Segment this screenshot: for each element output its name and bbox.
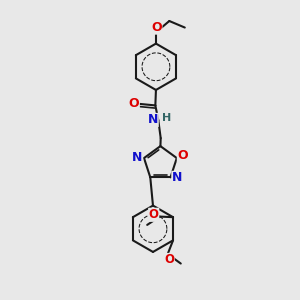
Text: N: N — [148, 113, 158, 127]
Text: O: O — [149, 208, 159, 221]
Text: O: O — [177, 148, 188, 162]
Text: N: N — [132, 151, 143, 164]
Text: O: O — [129, 97, 139, 110]
Text: O: O — [164, 254, 174, 266]
Text: N: N — [172, 171, 182, 184]
Text: H: H — [162, 112, 171, 123]
Text: O: O — [151, 21, 162, 34]
